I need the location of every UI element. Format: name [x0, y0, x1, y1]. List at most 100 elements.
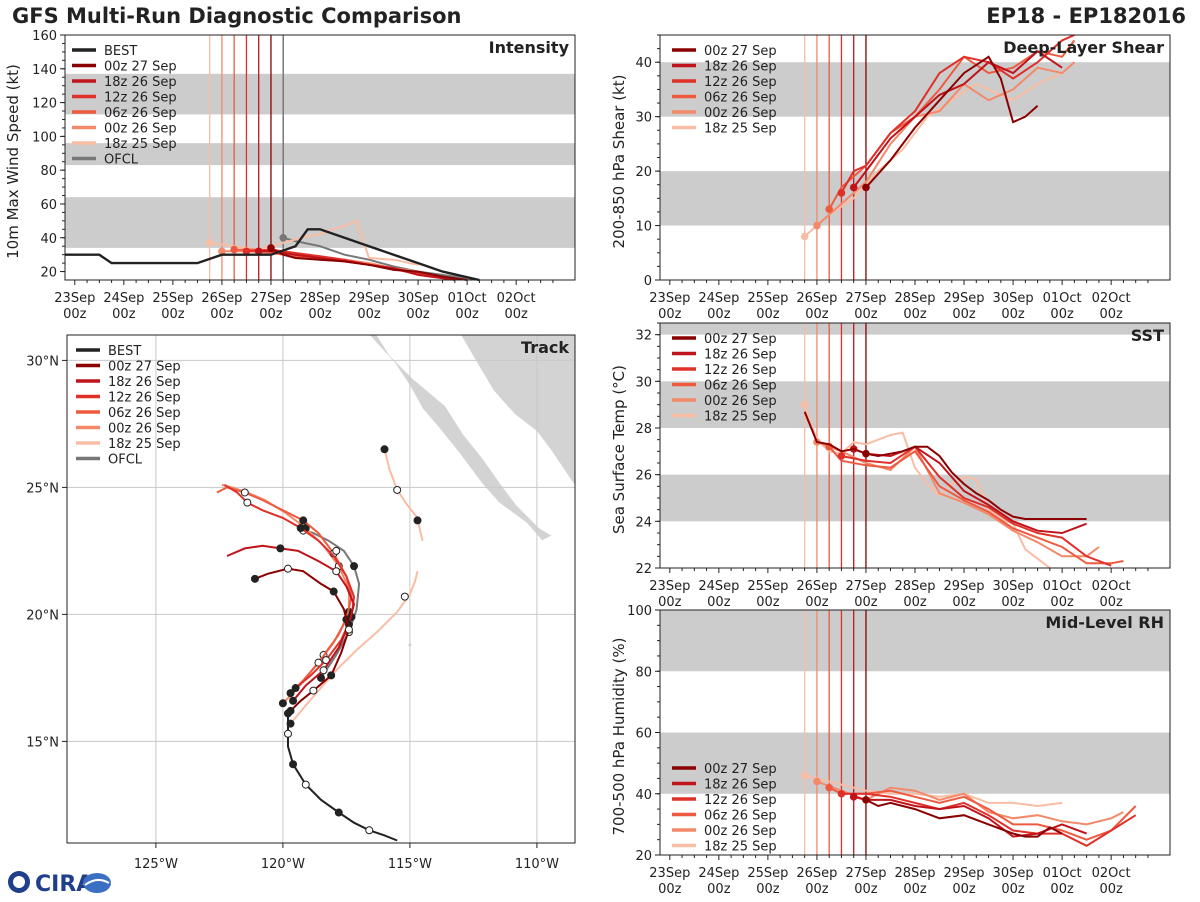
track-legend-label: 00z 26 Sep	[108, 422, 181, 437]
sst-series-line	[816, 441, 1100, 558]
track-position-marker	[301, 780, 310, 789]
shear-x-tick-day: 01Oct	[1043, 291, 1082, 306]
sst-legend-label: 06z 26 Sep	[704, 379, 777, 394]
intensity-y-tick-label: 60	[40, 198, 57, 213]
track-series-line	[289, 570, 419, 725]
shear-y-axis-title: 200-850 hPa Shear (kt)	[610, 75, 628, 249]
sst-x-tick-day: 26Sep	[796, 579, 837, 594]
rh-x-tick-hour: 00z	[658, 882, 682, 897]
rh-series-line	[865, 799, 1063, 838]
intensity-series-line	[270, 247, 468, 281]
baja-california-land	[368, 335, 553, 542]
intensity-y-tick-label: 100	[32, 130, 57, 145]
sst-x-tick-hour: 00z	[903, 595, 927, 610]
shear-x-tick-day: 02Oct	[1092, 291, 1131, 306]
rh-series-point	[800, 771, 809, 780]
sst-y-tick-label: 32	[635, 329, 652, 344]
track-map	[67, 335, 575, 843]
intensity-legend-label: 18z 25 Sep	[104, 137, 177, 152]
shear-y-tick-label: 10	[635, 220, 652, 235]
track-x-tick-label: 125°W	[134, 857, 178, 872]
shear-legend-label: 00z 27 Sep	[704, 44, 777, 59]
intensity-y-axis-title: 10m Max Wind Speed (kt)	[4, 64, 22, 259]
rh-panel-title: Mid-Level RH	[1045, 613, 1164, 632]
sst-legend-label: 00z 26 Sep	[704, 394, 777, 409]
intensity-x-tick-hour: 00z	[161, 307, 185, 322]
shear-y-tick-label: 20	[635, 165, 652, 180]
track-y-tick-label: 15°N	[26, 735, 59, 750]
intensity-series-point	[279, 233, 288, 242]
shear-band	[660, 171, 1170, 226]
track-y-tick-label: 20°N	[26, 608, 59, 623]
intensity-x-tick-hour: 00z	[112, 307, 136, 322]
rh-legend-label: 06z 26 Sep	[704, 809, 777, 824]
sst-x-tick-day: 25Sep	[747, 579, 788, 594]
shear-series-point	[825, 205, 833, 214]
sst-legend-label: 00z 27 Sep	[704, 332, 777, 347]
intensity-y-tick-label: 80	[40, 164, 57, 179]
rh-x-tick-hour: 00z	[1099, 882, 1123, 897]
track-position-marker	[283, 729, 292, 738]
track-position-marker	[276, 544, 285, 553]
shear-x-tick-day: 24Sep	[698, 291, 739, 306]
sst-series-line	[803, 411, 1087, 520]
sst-x-tick-day: 02Oct	[1092, 579, 1131, 594]
shear-x-tick-day: 30Sep	[993, 291, 1034, 306]
shear-x-tick-day: 26Sep	[796, 291, 837, 306]
intensity-x-tick-hour: 00z	[406, 307, 430, 322]
intensity-panel-title: Intensity	[489, 38, 570, 57]
track-position-marker	[350, 562, 359, 571]
rh-x-tick-hour: 00z	[805, 882, 829, 897]
rh-x-tick-day: 26Sep	[796, 866, 837, 881]
track-position-marker	[243, 498, 252, 507]
sst-series-point	[800, 400, 809, 409]
shear-series-line	[804, 72, 1063, 238]
track-legend-label: BEST	[108, 344, 141, 359]
rh-x-tick-day: 27Sep	[845, 866, 886, 881]
sst-series-line	[828, 446, 1124, 565]
intensity-x-tick-day: 28Sep	[299, 291, 340, 306]
rh-band	[660, 732, 1170, 794]
intensity-legend-label: BEST	[104, 44, 137, 59]
sst-y-tick-label: 28	[635, 422, 652, 437]
sst-series-line	[841, 445, 1112, 567]
rh-y-axis-title: 700-500 hPa Humidity (%)	[610, 637, 628, 835]
sst-y-tick-label: 26	[635, 469, 652, 484]
intensity-legend-label: 06z 26 Sep	[104, 106, 177, 121]
rh-x-tick-day: 24Sep	[698, 866, 739, 881]
rh-legend-label: 12z 26 Sep	[704, 793, 777, 808]
storm-id: EP18 - EP182016	[986, 4, 1186, 28]
shear-y-tick-label: 30	[635, 111, 652, 126]
rh-series-point	[849, 793, 858, 801]
intensity-x-tick-day: 26Sep	[201, 291, 242, 306]
intensity-x-tick-hour: 00z	[259, 307, 283, 322]
sst-x-tick-hour: 00z	[658, 595, 682, 610]
shear-legend-label: 00z 26 Sep	[704, 106, 777, 121]
track-position-marker	[283, 564, 292, 573]
sst-x-tick-hour: 00z	[952, 595, 976, 610]
track-position-marker	[289, 760, 298, 769]
intensity-x-tick-day: 25Sep	[152, 291, 193, 306]
track-position-marker	[289, 696, 298, 705]
shear-x-tick-hour: 00z	[952, 307, 976, 322]
intensity-series-line	[65, 228, 480, 282]
track-panel-title: Track	[521, 338, 569, 357]
track-series-line	[226, 544, 356, 702]
track-position-marker	[332, 567, 341, 576]
sst-y-axis-title: Sea Surface Temp (°C)	[610, 365, 628, 534]
sst-legend-label: 18z 26 Sep	[704, 348, 777, 363]
shear-x-tick-day: 27Sep	[845, 291, 886, 306]
track-position-marker	[299, 516, 308, 525]
track-position-marker	[365, 826, 374, 835]
intensity-x-tick-hour: 00z	[210, 307, 234, 322]
intensity-x-tick-day: 27Sep	[250, 291, 291, 306]
rh-x-tick-hour: 00z	[1050, 882, 1074, 897]
sst-y-tick-label: 24	[635, 515, 652, 530]
shear-legend-label: 06z 26 Sep	[704, 91, 777, 106]
shear-panel: 01020304023Sep00z24Sep00z25Sep00z26Sep00…	[610, 34, 1171, 322]
track-position-marker	[317, 673, 325, 682]
track-legend-label: 12z 26 Sep	[108, 391, 181, 406]
shear-series-line	[865, 55, 1039, 189]
track-series-line	[287, 713, 398, 842]
rh-x-tick-day: 01Oct	[1043, 866, 1082, 881]
